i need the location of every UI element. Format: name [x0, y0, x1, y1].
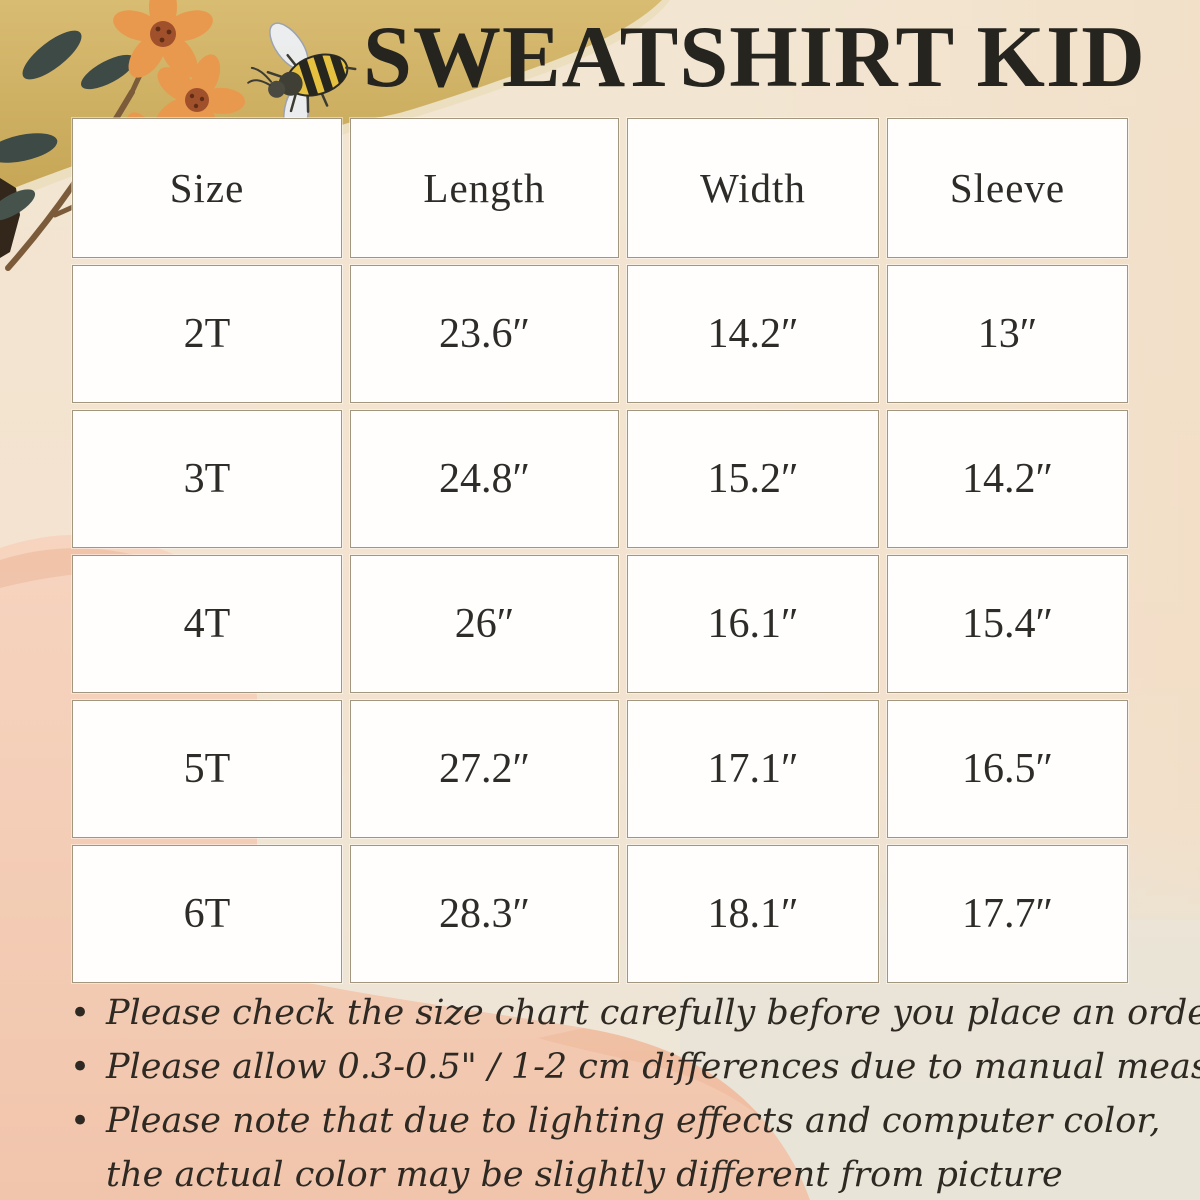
note-item: • Please allow 0.3-0.5" / 1-2 cm differe… [70, 1040, 1200, 1094]
bullet-point: • [70, 1047, 91, 1087]
column-header-sleeve: Sleeve [886, 117, 1129, 259]
table-cell: 15.4″ [886, 554, 1129, 694]
table-cell: 14.2″ [626, 264, 880, 404]
table-cell: 18.1″ [626, 844, 880, 984]
size-chart-table: Size Length Width Sleeve 2T 23.6″ 14.2″ … [71, 117, 1129, 984]
column-header-width: Width [626, 117, 880, 259]
table-cell: 17.7″ [886, 844, 1129, 984]
page-title: SWEATSHIRT KID [363, 9, 1146, 106]
table-cell: 27.2″ [349, 699, 620, 839]
table-cell: 5T [71, 699, 343, 839]
note-item: • Please note that due to lighting effec… [70, 1094, 1166, 1200]
table-cell: 6T [71, 844, 343, 984]
table-cell: 3T [71, 409, 343, 549]
note-text: Please check the size chart carefully be… [106, 993, 1200, 1033]
table-cell: 28.3″ [349, 844, 620, 984]
bee-icon [247, 22, 357, 141]
bullet-point: • [70, 1101, 91, 1141]
table-cell: 14.2″ [886, 409, 1129, 549]
table-cell: 4T [71, 554, 343, 694]
table-cell: 17.1″ [626, 699, 880, 839]
bullet-point: • [70, 993, 91, 1033]
table-cell: 2T [71, 264, 343, 404]
table-cell: 24.8″ [349, 409, 620, 549]
table-cell: 26″ [349, 554, 620, 694]
table-cell: 15.2″ [626, 409, 880, 549]
table-cell: 23.6″ [349, 264, 620, 404]
table-cell: 16.5″ [886, 699, 1129, 839]
table-cell: 16.1″ [626, 554, 880, 694]
note-text: Please allow 0.3-0.5" / 1-2 cm differenc… [106, 1047, 1200, 1087]
table-cell: 13″ [886, 264, 1129, 404]
notes-list: • Please check the size chart carefully … [70, 986, 1200, 1200]
column-header-size: Size [71, 117, 343, 259]
note-text: Please note that due to lighting effects… [106, 1101, 1161, 1195]
note-item: • Please check the size chart carefully … [70, 986, 1200, 1040]
column-header-length: Length [349, 117, 620, 259]
